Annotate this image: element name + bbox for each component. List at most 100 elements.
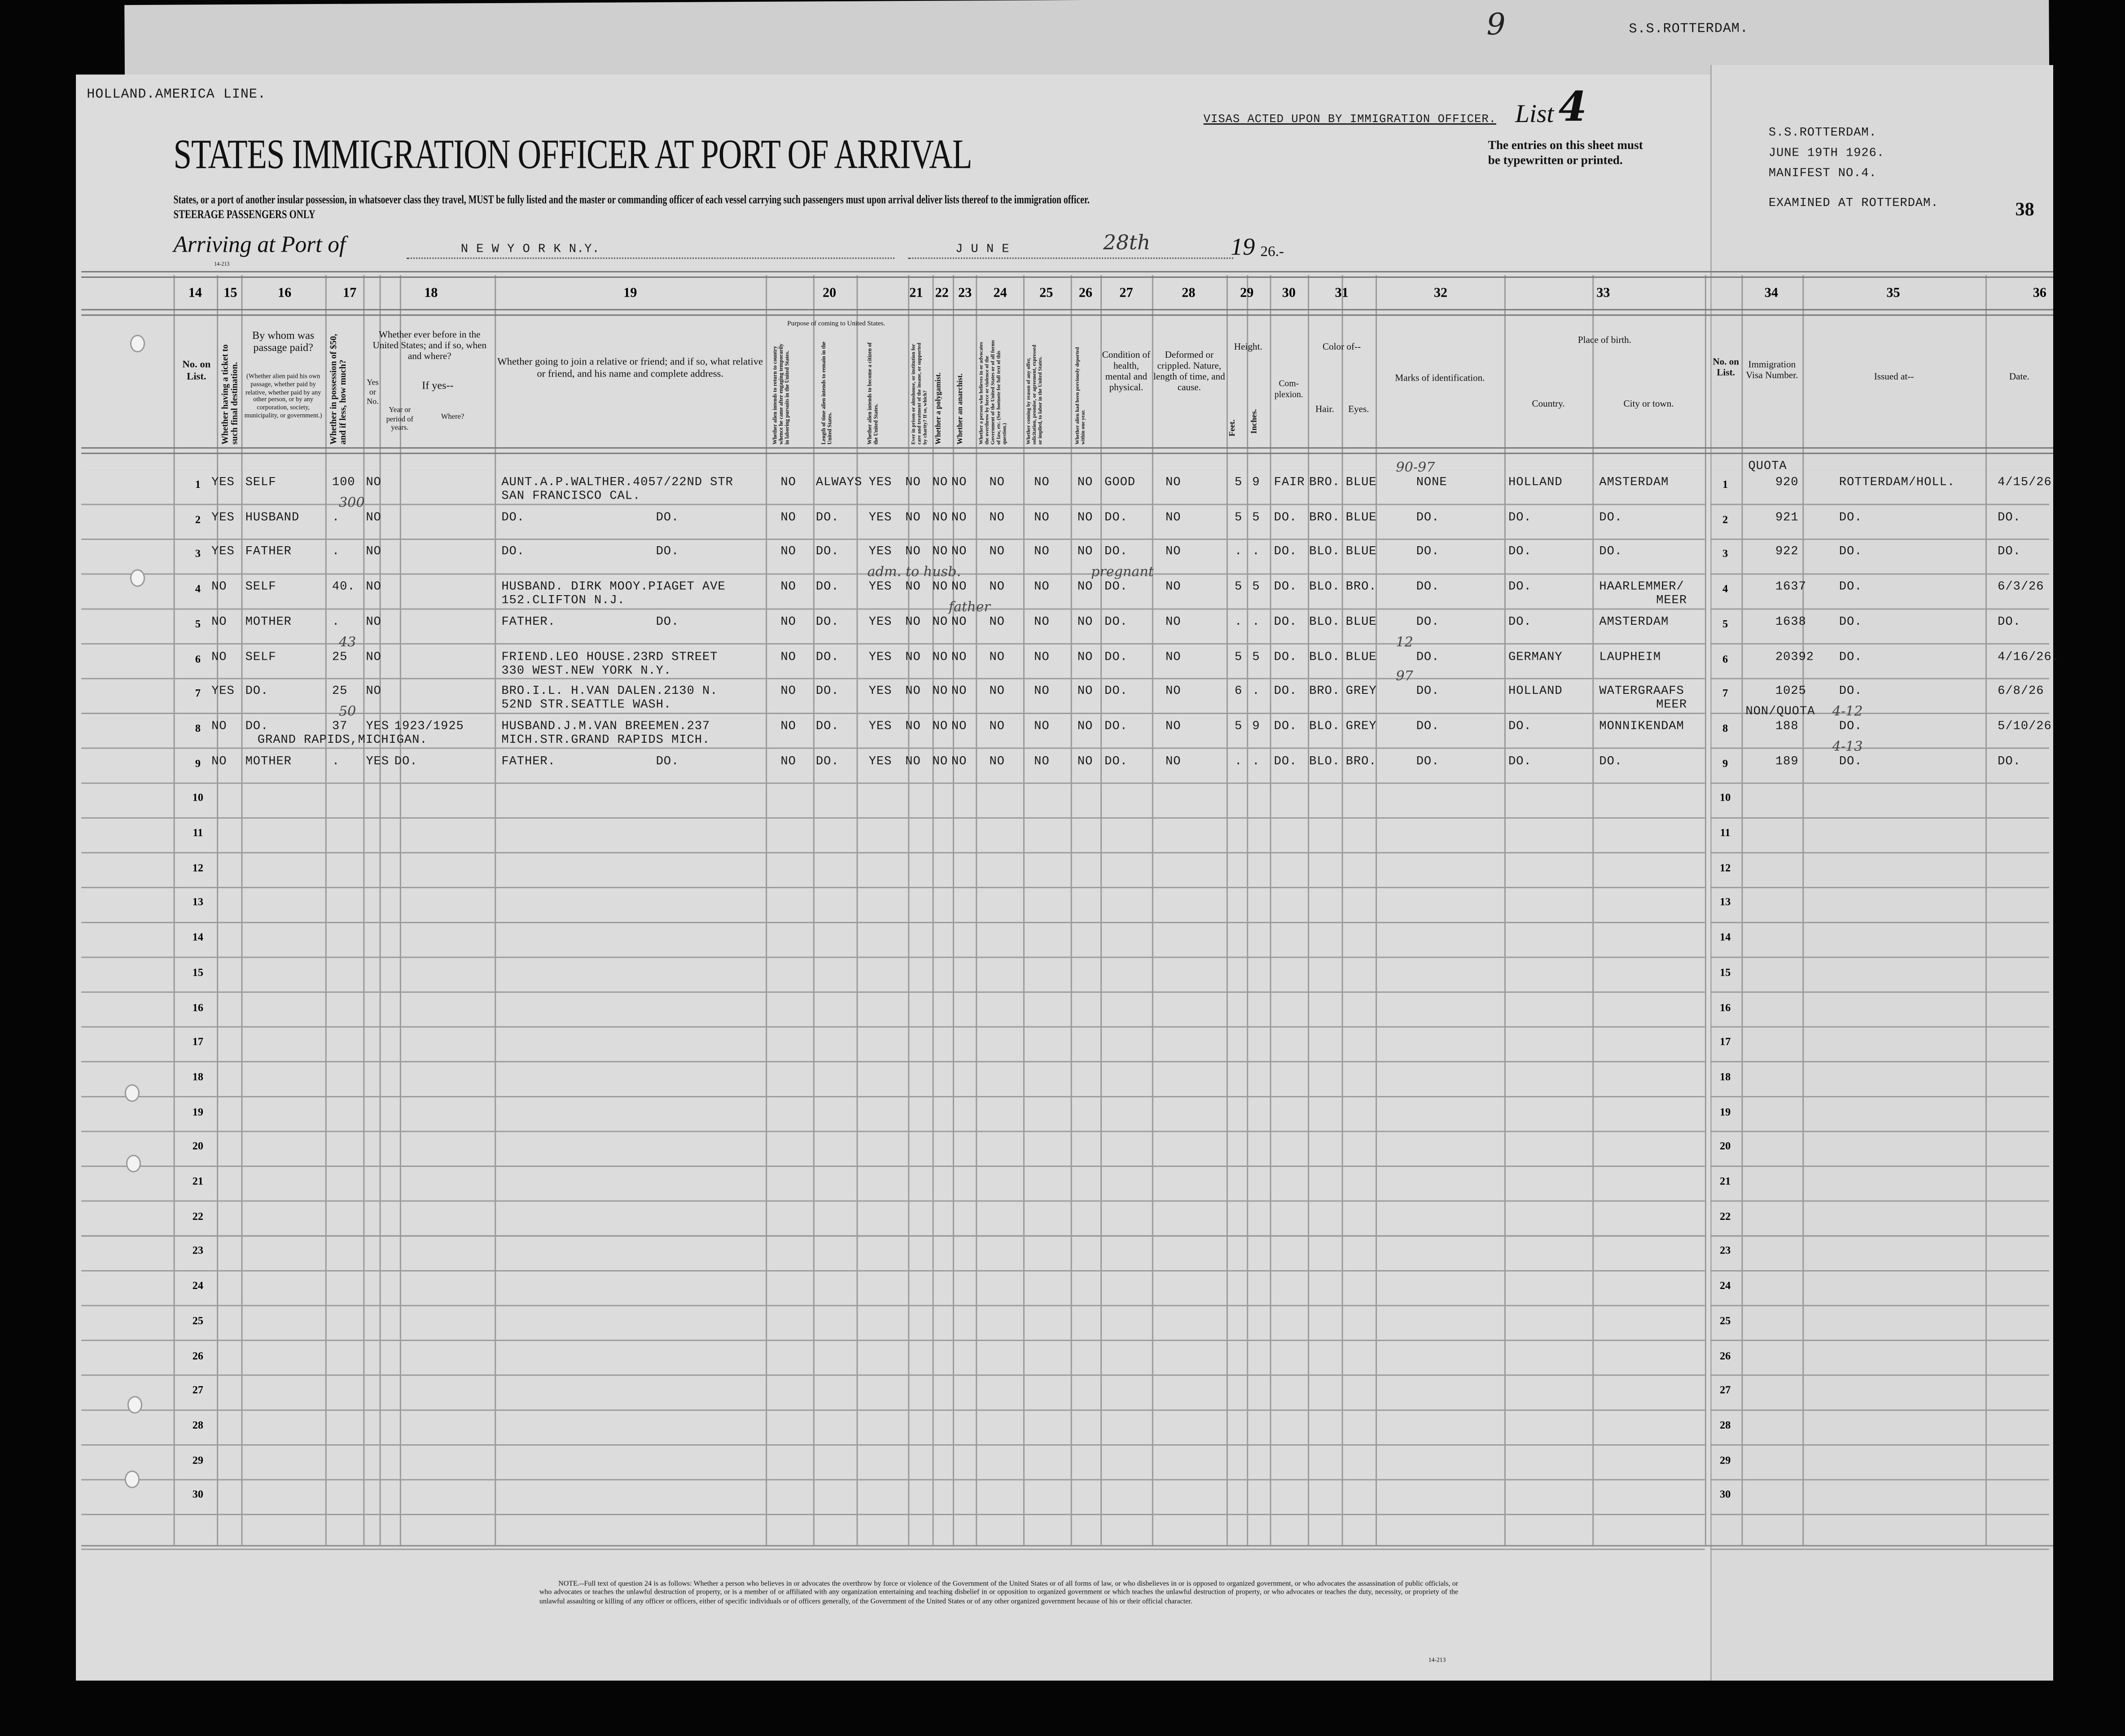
row-number: 24 <box>1720 1279 1731 1292</box>
row-number: 14 <box>1720 931 1731 944</box>
cell-q22: NO <box>932 545 948 559</box>
header-r-no-on-list: No. on List. <box>1713 356 1739 378</box>
column-divider <box>1704 275 1706 1545</box>
page-number: 38 <box>2015 200 2034 221</box>
cell-byes: NO <box>366 580 381 594</box>
cell-rel: FATHER. <box>501 615 556 629</box>
cell-complexion: DO. <box>1274 719 1297 733</box>
row-number: 28 <box>1720 1419 1731 1431</box>
handwritten-annotation: 300 <box>338 495 365 511</box>
cell-paid: SELF <box>245 580 276 594</box>
cell-rel-b: DO. <box>656 545 679 559</box>
cell-q23: NO <box>951 510 967 524</box>
row-number: 27 <box>1720 1384 1731 1396</box>
cell-complexion: DO. <box>1274 580 1297 594</box>
handwritten-annotation: 4-13 <box>1832 739 1863 754</box>
header-visa-number: Immigration Visa Number. <box>1746 359 1798 381</box>
cell-issued: ROTTERDAM/HOLL. <box>1839 475 1955 490</box>
handwritten-annotation: pregnant <box>1091 565 1154 580</box>
cell-p-length: DO. <box>815 510 839 524</box>
cell-p-citizen: YES <box>868 475 892 490</box>
cell-rel2: 52ND STR.SEATTLE WASH. <box>501 698 672 712</box>
cell-ticket: NO <box>211 719 227 733</box>
header-anarchist: Whether an anarchist. <box>956 373 965 445</box>
cell-rel: HUSBAND.J.M.VAN BREEMEN.237 <box>501 719 710 733</box>
cell-date: 5/10/26 <box>1998 719 2052 733</box>
form-number: 14-213 <box>214 260 230 267</box>
row-number: 28 <box>192 1419 203 1431</box>
row-number: 22 <box>1720 1210 1731 1222</box>
cell-complexion: DO. <box>1274 545 1297 559</box>
cell-paid: HUSBAND <box>245 510 300 524</box>
header-country: Country. <box>1532 398 1565 409</box>
cell-complexion: DO. <box>1274 649 1297 664</box>
header-paid-by: By whom was passage paid? <box>252 329 315 354</box>
cell-q25: NO <box>1034 754 1050 768</box>
cell-p-citizen: YES <box>868 510 892 524</box>
cell-issued: DO. <box>1839 615 1862 629</box>
row-number: 2 <box>195 513 201 526</box>
cell-q24: NO <box>989 684 1005 698</box>
cell-p-length: DO. <box>815 719 839 733</box>
header-birthplace: Place of birth. <box>1577 334 1632 346</box>
row-number: 18 <box>192 1070 203 1083</box>
cell-q25: NO <box>1034 580 1050 594</box>
row-number: 18 <box>1720 1070 1731 1083</box>
cell-eyes: BRO. <box>1345 754 1377 768</box>
header-prison: Ever in prison or almshouse, or institut… <box>911 342 928 445</box>
cell-q24: NO <box>989 754 1005 768</box>
row-number: 23 <box>192 1245 203 1257</box>
cell-paid: MOTHER <box>245 754 292 768</box>
cell-hair: BLO. <box>1309 580 1341 594</box>
column-number: 21 <box>909 286 923 301</box>
cell-rel: FRIEND.LEO HOUSE.23RD STREET <box>501 649 718 664</box>
row-number: 7 <box>1722 687 1728 700</box>
cell-country: DO. <box>1508 545 1532 559</box>
row-number: 1 <box>195 478 201 491</box>
cell-ticket: NO <box>211 580 227 594</box>
cell-feet: 6 <box>1235 684 1243 698</box>
cell-inches: 9 <box>1252 719 1260 733</box>
header-date: Date. <box>2009 371 2030 382</box>
cell-deformed: NO <box>1165 510 1181 524</box>
cell-q26: NO <box>1077 545 1093 559</box>
day-value: 28th <box>1103 230 1151 255</box>
header-no-on-list: No. on List. <box>182 358 211 382</box>
row-number: 23 <box>1720 1245 1731 1257</box>
cell-q21: NO <box>905 475 921 490</box>
row-lines <box>81 470 1705 1550</box>
cell-q24: NO <box>989 545 1005 559</box>
cell-inches: . <box>1252 545 1260 559</box>
column-number: 28 <box>1182 286 1196 301</box>
row-number: 20 <box>1720 1140 1731 1153</box>
cell-q24: NO <box>989 510 1005 524</box>
cell-p-return: NO <box>780 475 796 490</box>
cell-ticket: NO <box>211 754 227 768</box>
column-number: 23 <box>958 286 972 301</box>
column-number: 35 <box>1886 286 1900 301</box>
cell-ticket: YES <box>211 475 235 490</box>
column-number: 24 <box>993 286 1007 301</box>
punch-hole <box>130 334 145 353</box>
column-number: 30 <box>1282 286 1296 301</box>
cell-city: LAUPHEIM <box>1599 649 1661 664</box>
port-value: N E W Y O R K N.Y. <box>460 242 600 256</box>
column-number: 32 <box>1433 286 1448 301</box>
cell-date: 6/3/26 <box>1998 580 2044 594</box>
handwritten-annotation: adm. to husb. <box>867 565 961 580</box>
cell-feet: 5 <box>1235 580 1243 594</box>
cell-inches: . <box>1252 615 1260 629</box>
cell-marks: DO. <box>1416 580 1440 594</box>
year-suffix: 26.- <box>1260 244 1284 260</box>
cell-health: DO. <box>1104 510 1128 524</box>
column-number: 17 <box>343 286 357 301</box>
header-complexion: Com-plexion. <box>1274 379 1303 399</box>
cell-issued: DO. <box>1839 580 1862 594</box>
row-lines <box>1710 470 2049 1550</box>
cell-hair: BRO. <box>1309 475 1341 490</box>
cell-date: DO. <box>1998 754 2021 768</box>
steerage-label: STEERAGE PASSENGERS ONLY <box>173 207 315 221</box>
cell-q22: NO <box>932 754 948 768</box>
header-rule <box>81 447 2053 454</box>
column-number: 18 <box>424 286 438 301</box>
